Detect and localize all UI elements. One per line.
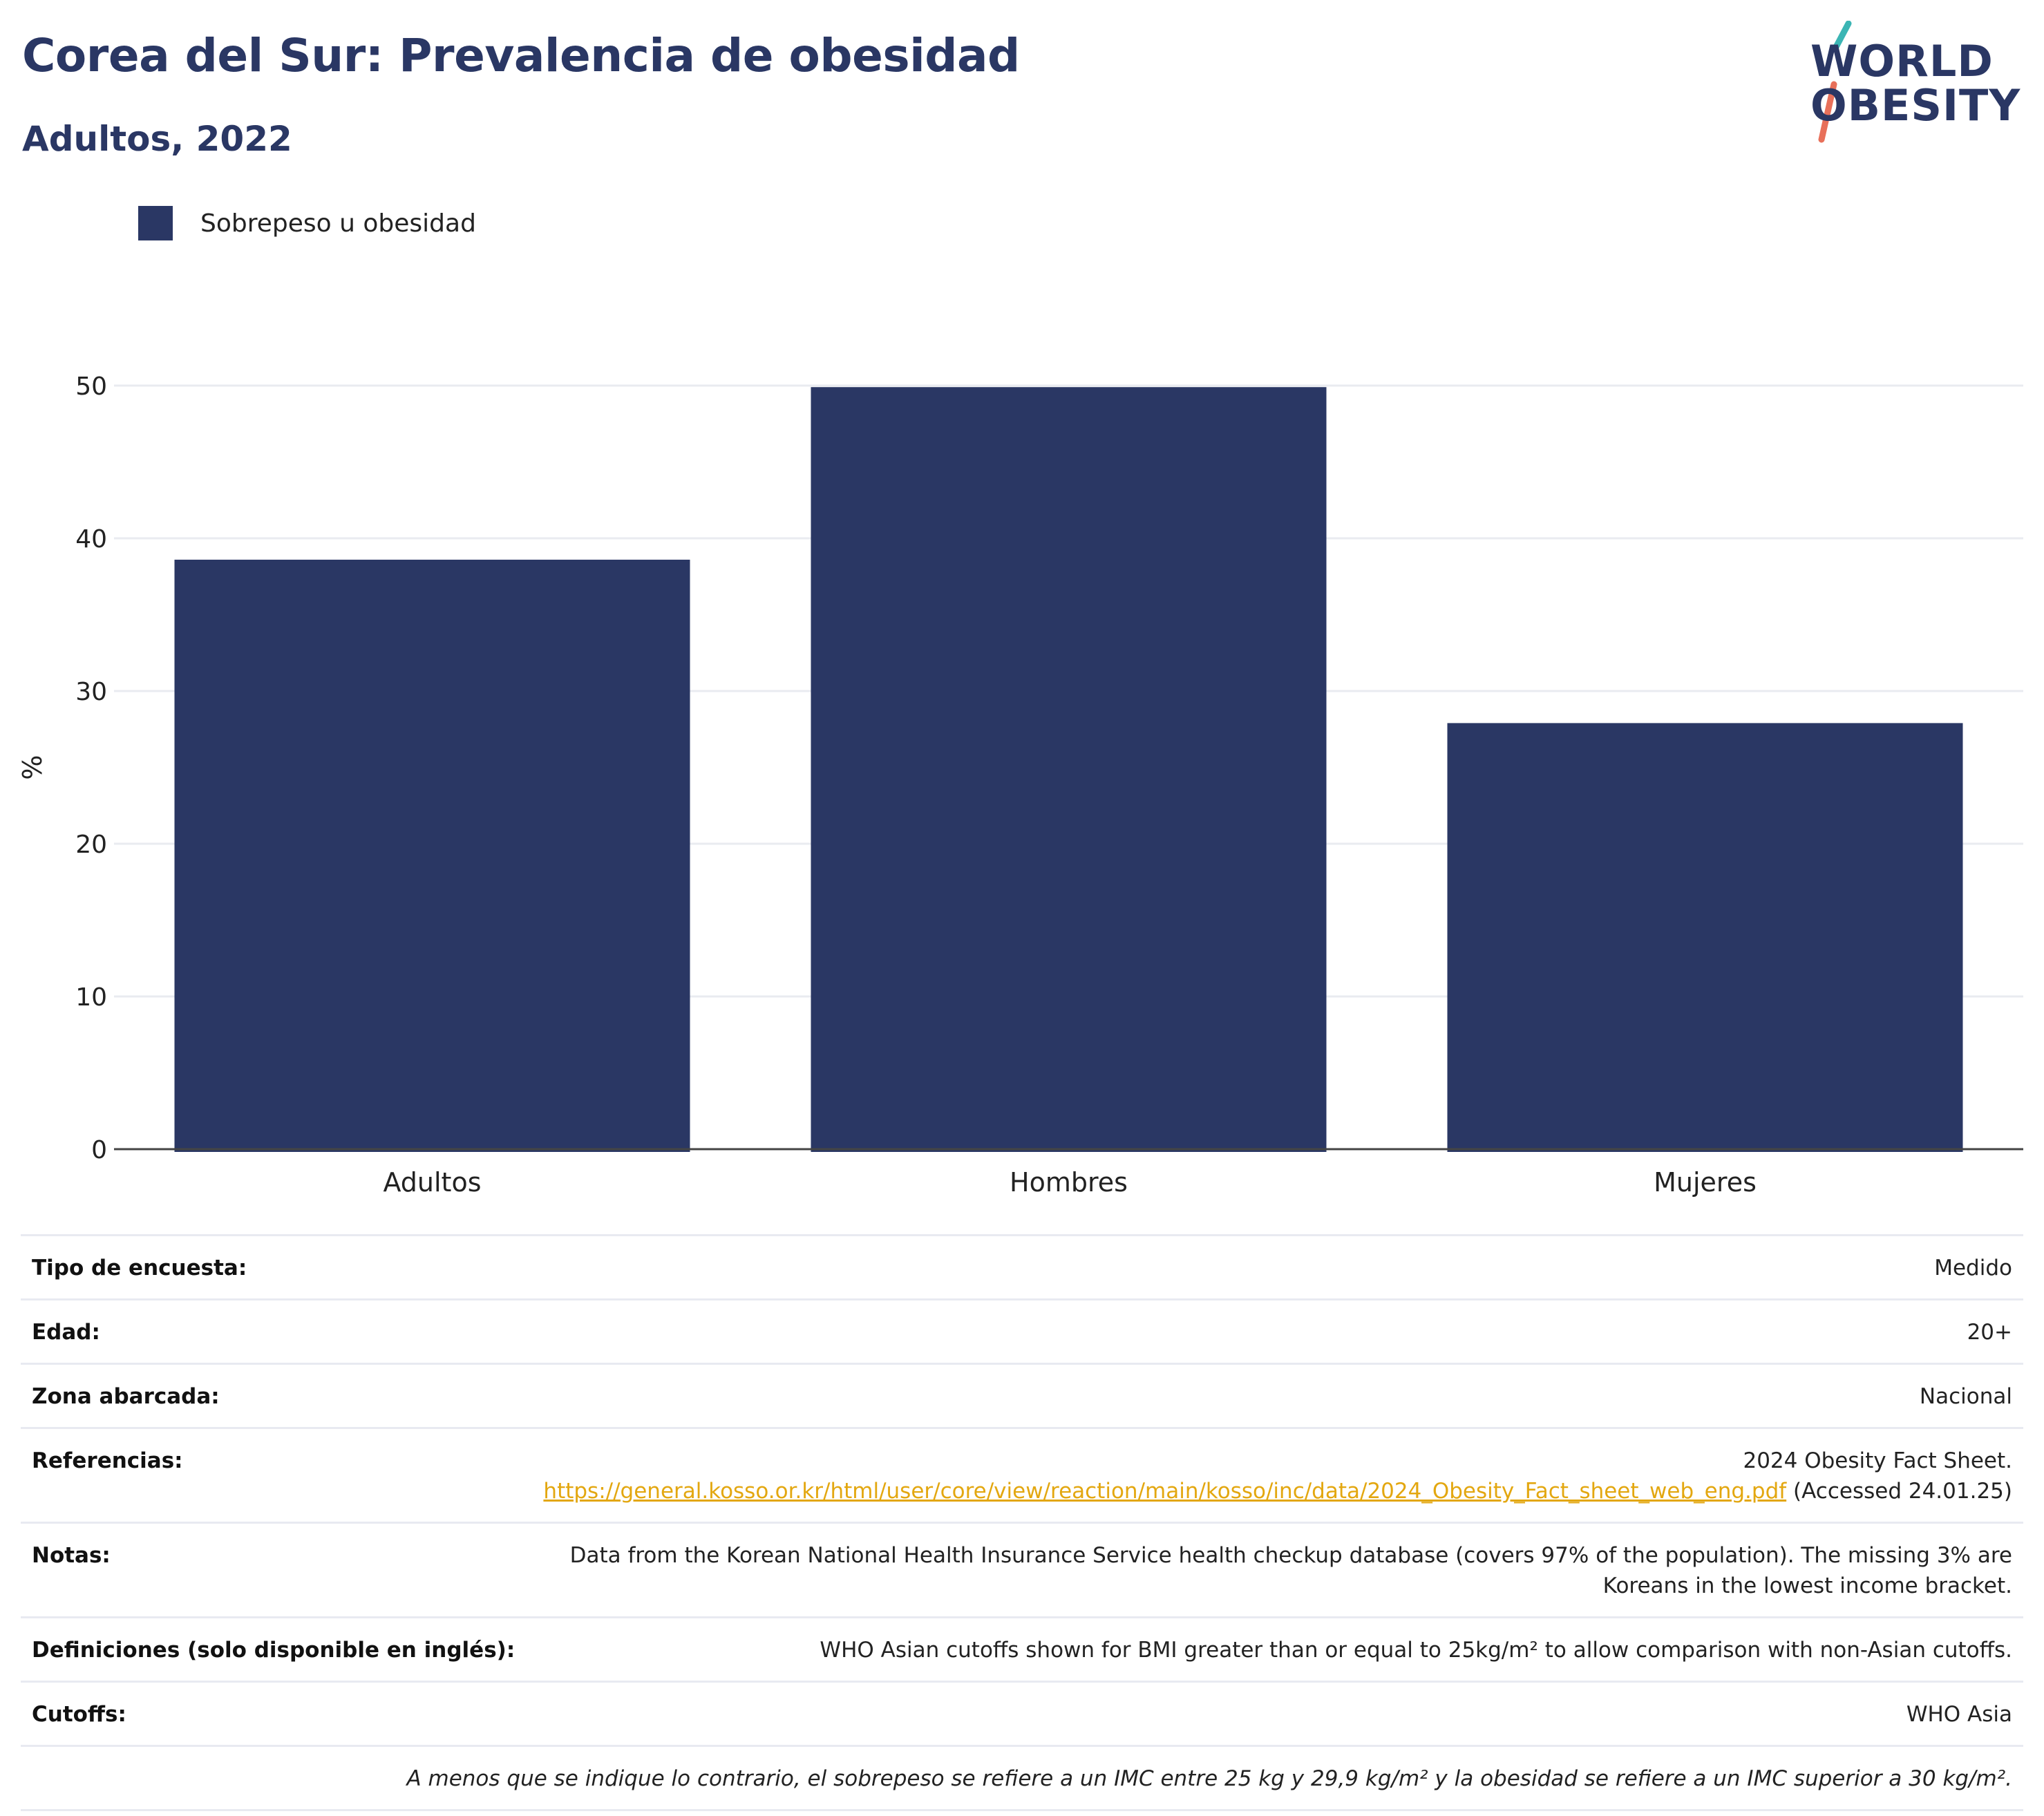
- info-value: WHO Asia: [1906, 1702, 2012, 1727]
- legend-label: Sobrepeso u obesidad: [200, 209, 476, 238]
- logo-text-world: WORLD: [1810, 36, 1994, 86]
- y-tick-labels: 0 10 20 30 40 50: [75, 372, 107, 1164]
- y-tick-label: 0: [91, 1136, 107, 1164]
- y-tick-label: 40: [75, 525, 107, 554]
- chart-title: Corea del Sur: Prevalencia de obesidad: [22, 29, 1020, 82]
- logo-text-obesity: OBESITY: [1810, 80, 2021, 131]
- info-table: Tipo de encuesta: Medido Edad: 20+ Zona …: [21, 1234, 2023, 1811]
- info-row-definitions: Definiciones (solo disponible en inglés)…: [21, 1618, 2023, 1683]
- info-row-references: Referencias: 2024 Obesity Fact Sheet. ht…: [21, 1429, 2023, 1524]
- x-tick-label: Mujeres: [1654, 1167, 1757, 1198]
- info-row-notes: Notas: Data from the Korean National Hea…: [21, 1524, 2023, 1618]
- bar-hombres: [811, 387, 1327, 1153]
- info-key: Tipo de encuesta:: [32, 1256, 247, 1280]
- y-axis-label: %: [17, 755, 48, 779]
- footnote-text: A menos que se indique lo contrario, el …: [406, 1766, 2012, 1791]
- x-tick-label: Adultos: [383, 1167, 481, 1198]
- info-key: Zona abarcada:: [32, 1384, 220, 1409]
- bar-mujeres: [1447, 723, 1963, 1152]
- y-tick-label: 50: [75, 372, 107, 401]
- y-tick-label: 30: [75, 678, 107, 706]
- info-key: Referencias:: [32, 1448, 183, 1473]
- y-tick-label: 10: [75, 983, 107, 1012]
- info-value: Nacional: [1919, 1384, 2012, 1409]
- chart-subtitle: Adultos, 2022: [22, 119, 292, 159]
- info-row-area: Zona abarcada: Nacional: [21, 1365, 2023, 1429]
- info-row-age: Edad: 20+: [21, 1300, 2023, 1365]
- info-value: Medido: [1934, 1256, 2012, 1280]
- reference-accessed: (Accessed 24.01.25): [1793, 1479, 2012, 1504]
- x-tick-labels: Adultos Hombres Mujeres: [383, 1167, 1756, 1198]
- x-tick-label: Hombres: [1010, 1167, 1128, 1198]
- legend-swatch: [138, 206, 173, 240]
- info-row-survey-type: Tipo de encuesta: Medido: [21, 1236, 2023, 1300]
- info-value: Data from the Korean National Health Ins…: [569, 1543, 2012, 1598]
- info-key: Cutoffs:: [32, 1702, 126, 1727]
- info-key: Edad:: [32, 1320, 100, 1345]
- y-tick-label: 20: [75, 831, 107, 859]
- reference-link[interactable]: https://general.kosso.or.kr/html/user/co…: [543, 1479, 1787, 1504]
- info-key: Notas:: [32, 1543, 111, 1568]
- bars: [174, 387, 1963, 1153]
- reference-title: 2024 Obesity Fact Sheet.: [1743, 1448, 2012, 1473]
- info-value: 2024 Obesity Fact Sheet. https://general…: [543, 1446, 2012, 1506]
- legend: Sobrepeso u obesidad: [138, 206, 476, 240]
- info-row-cutoffs: Cutoffs: WHO Asia: [21, 1683, 2023, 1747]
- bar-adultos: [174, 559, 690, 1152]
- world-obesity-logo: WORLD OBESITY: [1797, 21, 2032, 145]
- logo-slash-icon: [1818, 21, 1852, 143]
- bar-chart: 0 10 20 30 40 50 Adultos Hombres Mujeres %: [17, 372, 2023, 1198]
- info-footnote: A menos que se indique lo contrario, el …: [21, 1747, 2023, 1811]
- info-value: 20+: [1967, 1320, 2012, 1345]
- info-value: WHO Asian cutoffs shown for BMI greater …: [820, 1638, 2012, 1663]
- info-key: Definiciones (solo disponible en inglés)…: [32, 1638, 515, 1663]
